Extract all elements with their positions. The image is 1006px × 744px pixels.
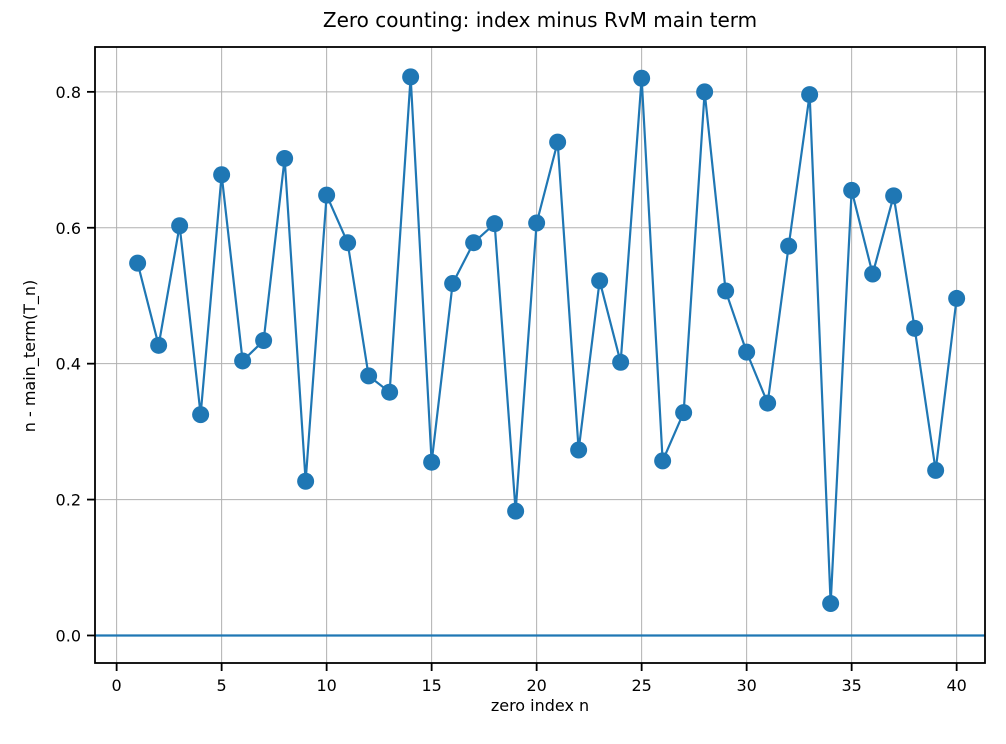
y-tick-label: 0.8 — [56, 83, 81, 102]
data-point — [717, 282, 735, 300]
x-tick-label: 30 — [736, 676, 756, 695]
data-point — [780, 237, 798, 255]
data-point — [675, 404, 693, 422]
data-point — [318, 186, 336, 204]
y-tick-label: 0.0 — [56, 626, 81, 645]
x-tick-label: 35 — [841, 676, 861, 695]
x-tick-label: 0 — [112, 676, 122, 695]
data-point — [486, 215, 504, 233]
data-point — [465, 234, 483, 252]
data-point — [423, 453, 441, 471]
data-point — [192, 406, 210, 424]
x-tick-label: 5 — [217, 676, 227, 695]
data-point — [171, 217, 189, 235]
x-axis-label: zero index n — [490, 696, 590, 715]
data-point — [444, 274, 462, 292]
data-point — [297, 472, 315, 490]
data-point — [885, 187, 903, 205]
data-point — [654, 452, 672, 470]
data-point — [822, 595, 840, 613]
data-point — [633, 69, 651, 87]
data-point — [360, 367, 378, 385]
data-point — [570, 441, 588, 459]
data-point — [612, 353, 630, 371]
data-point — [339, 234, 357, 252]
data-point — [696, 83, 714, 101]
data-point — [843, 181, 861, 199]
data-point — [150, 336, 168, 354]
data-point — [402, 68, 420, 86]
data-point — [738, 343, 756, 361]
data-point — [213, 166, 231, 184]
data-point — [927, 461, 945, 479]
x-tick-label: 25 — [631, 676, 651, 695]
x-tick-label: 15 — [421, 676, 441, 695]
data-point — [255, 332, 273, 350]
data-point — [381, 383, 399, 401]
chart-title: Zero counting: index minus RvM main term — [322, 8, 758, 32]
data-point — [507, 502, 525, 520]
data-point — [549, 133, 567, 151]
y-tick-label: 0.6 — [56, 219, 81, 238]
data-point — [528, 214, 546, 232]
data-point — [948, 289, 966, 307]
x-tick-label: 40 — [946, 676, 966, 695]
data-point — [906, 319, 924, 337]
data-point — [759, 394, 777, 412]
data-point — [591, 272, 609, 290]
data-series-line — [136, 75, 958, 605]
data-point — [864, 265, 882, 283]
y-tick-label: 0.4 — [56, 355, 81, 374]
axes-frame — [94, 46, 986, 664]
x-tick-label: 20 — [526, 676, 546, 695]
x-tick-label: 10 — [316, 676, 336, 695]
data-point — [234, 352, 252, 370]
data-point — [129, 254, 147, 272]
y-tick-label: 0.2 — [56, 491, 81, 510]
data-point — [276, 149, 294, 167]
data-point — [801, 86, 819, 104]
y-axis-label: n - main_term(T_n) — [20, 279, 39, 433]
